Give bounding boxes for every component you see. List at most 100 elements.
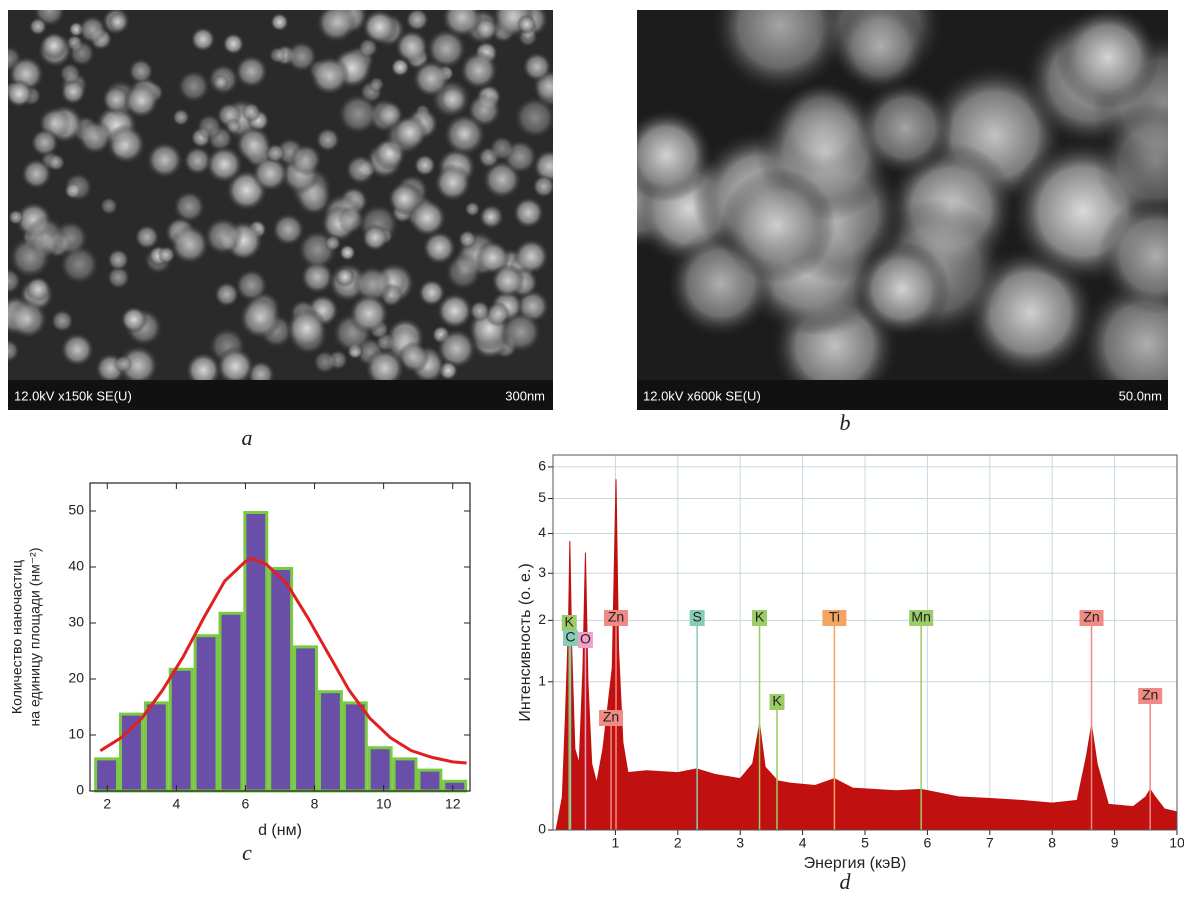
x-tick-label: 7	[986, 835, 994, 851]
particle	[413, 154, 436, 177]
particle	[474, 17, 498, 41]
bar	[369, 748, 391, 791]
particle	[25, 216, 65, 256]
element-label: Ti	[829, 609, 840, 625]
bar	[96, 759, 118, 791]
y-tick-label: 0	[538, 821, 546, 837]
x-axis-label: Энергия (кэВ)	[804, 855, 907, 872]
x-tick-label: 6	[242, 796, 250, 812]
particle	[271, 213, 305, 247]
particle	[234, 54, 269, 89]
particle	[241, 102, 261, 122]
particle	[513, 96, 557, 140]
x-tick-label: 3	[736, 835, 744, 851]
panel-label: b	[840, 410, 851, 435]
bar	[394, 759, 416, 791]
y-tick-label: 3	[538, 564, 546, 580]
particle	[434, 164, 472, 202]
particle	[368, 76, 384, 92]
panel-label: a	[242, 425, 253, 450]
particle	[337, 93, 380, 136]
y-tick-label: 20	[68, 670, 84, 686]
particle	[190, 27, 216, 53]
particle	[63, 172, 93, 202]
element-label: K	[565, 614, 575, 630]
figure: 12.0kV x150k SE(U) 300nm a 12.0kV x600k …	[0, 0, 1184, 897]
particle	[517, 14, 537, 34]
particle	[128, 58, 154, 84]
y-tick-label: 10	[68, 726, 84, 742]
bar	[170, 669, 192, 791]
bar	[121, 714, 143, 791]
particle	[834, 1, 927, 94]
x-tick-label: 2	[103, 796, 111, 812]
particle	[238, 296, 281, 339]
y-tick-label: 6	[538, 458, 546, 474]
sem-scale: 50.0nm	[1119, 388, 1162, 403]
y-tick-label: 0	[76, 782, 84, 798]
bar	[320, 692, 342, 791]
particle	[290, 143, 323, 176]
particle	[8, 209, 24, 225]
element-label: K	[772, 693, 782, 709]
y-tick-label: 2	[538, 611, 546, 627]
sem-info: 12.0kV x600k SE(U)	[643, 388, 761, 403]
particle	[213, 74, 229, 90]
particle	[348, 293, 390, 335]
particle	[100, 197, 119, 216]
bar	[344, 703, 366, 791]
particle	[203, 216, 243, 256]
particle	[269, 46, 287, 64]
particle	[394, 29, 429, 64]
y-tick-label: 30	[68, 614, 84, 630]
element-label: C	[565, 629, 575, 645]
x-tick-label: 10	[376, 796, 392, 812]
x-tick-label: 10	[1169, 835, 1184, 851]
particle	[405, 7, 429, 31]
x-tick-label: 12	[445, 796, 461, 812]
y-axis-label: Количество наночастиц	[9, 560, 25, 714]
particle	[270, 13, 289, 32]
particle	[481, 207, 501, 227]
bar	[245, 513, 267, 792]
particle	[522, 52, 552, 82]
particle	[393, 115, 428, 150]
x-tick-label: 8	[1048, 835, 1056, 851]
particle	[532, 174, 556, 198]
panel-label: d	[840, 869, 852, 894]
element-label: Mn	[911, 609, 930, 625]
x-tick-label: 1	[612, 835, 620, 851]
particle	[50, 309, 74, 333]
particle	[358, 37, 379, 58]
y-tick-label: 4	[538, 524, 546, 540]
particle	[309, 55, 350, 96]
particle	[345, 154, 376, 185]
element-label: Zn	[1142, 687, 1158, 703]
particle	[339, 244, 356, 261]
y-tick-label: 1	[538, 672, 546, 688]
particle	[123, 83, 159, 119]
particle	[436, 292, 473, 329]
particle	[316, 2, 357, 43]
particle	[177, 69, 211, 103]
particle	[146, 141, 184, 179]
particle	[60, 332, 95, 367]
particle	[20, 158, 52, 190]
particle	[361, 224, 389, 252]
element-label: O	[580, 631, 591, 647]
x-tick-label: 5	[861, 835, 869, 851]
particle	[489, 135, 515, 161]
particle	[29, 17, 48, 36]
particle	[235, 125, 273, 163]
bar	[295, 647, 317, 791]
particle	[5, 79, 34, 108]
particle	[853, 241, 950, 338]
particle	[512, 196, 544, 228]
element-label: Zn	[1083, 609, 1099, 625]
particle	[491, 264, 525, 298]
x-tick-label: 8	[311, 796, 319, 812]
y-tick-label: 40	[68, 558, 84, 574]
particle	[157, 246, 175, 264]
bar	[444, 781, 466, 791]
particle	[107, 248, 130, 271]
